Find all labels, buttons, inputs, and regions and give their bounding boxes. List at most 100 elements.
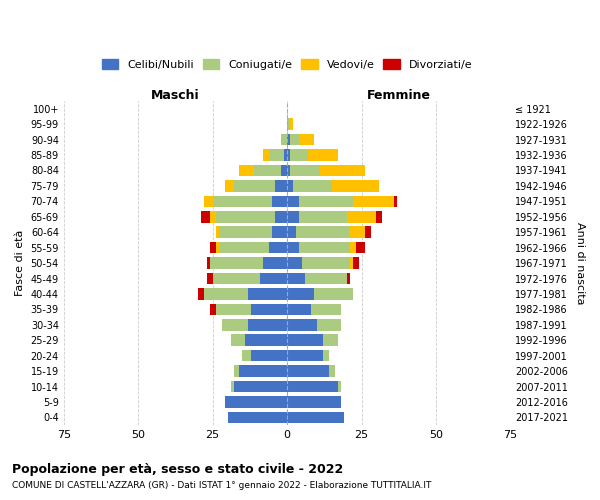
Bar [287,288,314,300]
Bar [302,258,350,269]
Bar [233,381,287,392]
Bar [284,150,287,161]
Bar [204,288,248,300]
Bar [338,381,341,392]
Legend: Celibi/Nubili, Coniugati/e, Vedovi/e, Divorziati/e: Celibi/Nubili, Coniugati/e, Vedovi/e, Di… [97,54,477,74]
Bar [275,180,287,192]
Bar [212,272,260,284]
Bar [287,396,341,408]
Bar [347,211,376,222]
Bar [287,334,323,346]
Bar [323,334,338,346]
Bar [290,118,293,130]
Bar [221,319,248,330]
Bar [210,258,263,269]
Bar [281,134,287,145]
Bar [239,366,287,377]
Bar [210,242,215,254]
Bar [287,319,317,330]
Bar [347,272,350,284]
Bar [329,366,335,377]
Bar [218,242,269,254]
Bar [287,150,290,161]
Bar [218,226,272,238]
Y-axis label: Fasce di età: Fasce di età [15,230,25,296]
Bar [287,226,296,238]
Bar [287,164,290,176]
Bar [314,288,353,300]
Bar [287,412,344,423]
Text: Popolazione per età, sesso e stato civile - 2022: Popolazione per età, sesso e stato civil… [12,462,343,475]
Bar [376,211,382,222]
Bar [350,258,353,269]
Bar [305,272,347,284]
Bar [290,134,299,145]
Bar [207,272,212,284]
Bar [317,319,341,330]
Bar [233,180,275,192]
Bar [254,164,281,176]
Bar [272,196,287,207]
Bar [215,211,275,222]
Bar [287,258,302,269]
Bar [212,196,272,207]
Bar [287,304,311,315]
Bar [287,118,290,130]
Bar [287,272,305,284]
Bar [210,304,215,315]
Bar [233,366,239,377]
Text: Maschi: Maschi [151,89,200,102]
Bar [275,211,287,222]
Bar [263,150,269,161]
Bar [215,226,218,238]
Bar [299,134,314,145]
Bar [353,258,359,269]
Bar [323,350,329,362]
Bar [293,180,332,192]
Bar [311,304,341,315]
Bar [269,150,284,161]
Bar [290,150,308,161]
Bar [287,381,338,392]
Bar [287,196,299,207]
Bar [263,258,287,269]
Bar [353,196,394,207]
Bar [239,164,254,176]
Bar [198,288,204,300]
Bar [251,304,287,315]
Bar [299,196,353,207]
Bar [242,350,251,362]
Bar [290,164,320,176]
Bar [320,164,365,176]
Bar [350,226,365,238]
Bar [224,180,233,192]
Bar [287,366,329,377]
Bar [287,211,299,222]
Text: COMUNE DI CASTELL'AZZARA (GR) - Dati ISTAT 1° gennaio 2022 - Elaborazione TUTTIT: COMUNE DI CASTELL'AZZARA (GR) - Dati IST… [12,481,431,490]
Bar [287,180,293,192]
Bar [296,226,350,238]
Bar [201,211,210,222]
Bar [215,242,218,254]
Bar [299,242,350,254]
Bar [281,164,287,176]
Bar [215,304,251,315]
Bar [287,350,323,362]
Bar [227,412,287,423]
Bar [299,211,347,222]
Bar [308,150,338,161]
Bar [287,134,290,145]
Bar [207,258,210,269]
Bar [248,288,287,300]
Bar [287,242,299,254]
Bar [350,242,356,254]
Bar [230,334,245,346]
Bar [248,319,287,330]
Bar [245,334,287,346]
Bar [365,226,371,238]
Y-axis label: Anni di nascita: Anni di nascita [575,222,585,304]
Bar [332,180,379,192]
Text: Femmine: Femmine [367,89,431,102]
Bar [269,242,287,254]
Bar [272,226,287,238]
